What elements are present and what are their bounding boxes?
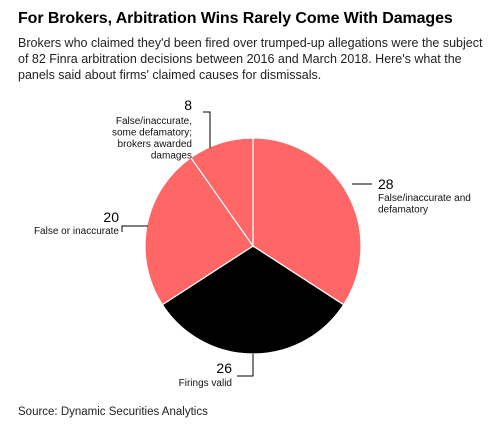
slice-category-label: some defamatory; — [112, 128, 192, 139]
slice-value-label: 20 — [103, 209, 119, 225]
slice-category-label: False/inaccurate and — [378, 193, 471, 204]
slice-category-label: False/inaccurate, — [116, 116, 192, 127]
pie-slice — [190, 137, 254, 248]
leader-line — [121, 225, 148, 232]
chart-subtitle: Brokers who claimed they'd been fired ov… — [18, 36, 483, 82]
leader-line — [203, 111, 211, 148]
pie-slice — [144, 156, 254, 306]
source-note: Source: Dynamic Securities Analytics — [18, 406, 208, 418]
slice-value-label: 8 — [184, 97, 192, 113]
slice-category-label: brokers awarded — [118, 139, 192, 150]
slice-category-label: Firings valid — [179, 378, 232, 389]
slice-category-label: False or inaccurate — [34, 226, 119, 237]
pie-slice — [161, 245, 345, 355]
leader-lines — [121, 111, 372, 377]
leader-line — [237, 354, 254, 377]
slice-value-label: 26 — [216, 360, 232, 376]
pie-slices — [144, 137, 362, 355]
slice-category-label: defamatory — [378, 205, 428, 216]
slice-category-label: damages — [151, 151, 192, 162]
slice-value-label: 28 — [378, 176, 394, 192]
chart-title: For Brokers, Arbitration Wins Rarely Com… — [18, 10, 453, 27]
